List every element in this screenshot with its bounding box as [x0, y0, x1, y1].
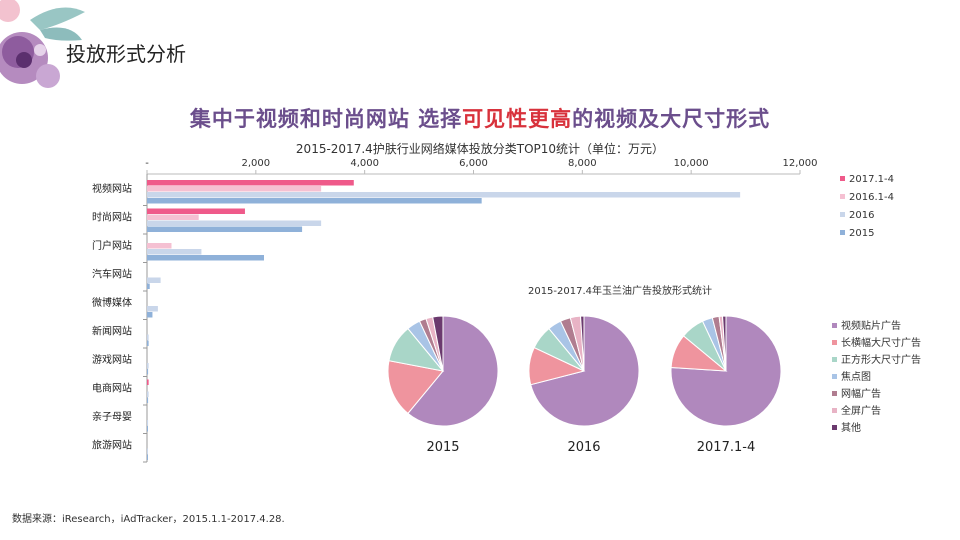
bar-2016 — [147, 192, 741, 198]
pie-legend-label: 长横幅大尺寸广告 — [841, 336, 921, 349]
category-label: 汽车网站 — [92, 268, 132, 281]
pie-label: 2016 — [567, 440, 600, 455]
x-tick-label: 8,000 — [568, 158, 597, 169]
pie-legend-swatch — [832, 374, 837, 379]
x-tick-label: 2,000 — [242, 158, 271, 169]
pie-legend-label: 其他 — [841, 421, 861, 434]
pie-legend-label: 视频贴片广告 — [841, 319, 901, 332]
legend-swatch — [840, 194, 845, 199]
pie-charts: 2015 2016 2017.1-4 视频贴片广告长横幅大尺寸广告正方形大尺寸广告焦点… — [387, 315, 921, 455]
bar-2015 — [147, 283, 150, 289]
bar-2016.1-4 — [147, 186, 322, 192]
pie-chart-title: 2015-2017.4年玉兰油广告投放形式统计 — [527, 286, 713, 297]
bar-2016 — [147, 420, 149, 426]
headline-post: 的视频及大尺寸形式 — [572, 107, 771, 131]
bar-2015 — [147, 369, 149, 375]
bar-2016 — [147, 448, 148, 454]
pie-legend-label: 网幅广告 — [841, 387, 881, 400]
bar-2015 — [147, 255, 264, 261]
legend-label: 2016.1-4 — [849, 192, 894, 203]
bar-2016 — [147, 334, 149, 340]
pie-legend-label: 焦点图 — [841, 370, 871, 383]
legend-swatch — [840, 230, 845, 235]
floral-decoration — [0, 0, 85, 88]
category-label: 微博媒体 — [92, 296, 132, 309]
bar-2017.1-4 — [147, 180, 354, 186]
pie-label: 2017.1-4 — [697, 440, 755, 455]
bar-2016.1-4 — [147, 243, 172, 249]
page-title: 投放形式分析 — [66, 42, 186, 66]
bar-2016 — [147, 277, 161, 283]
pie-slice-视频贴片广告 — [407, 315, 499, 427]
category-label: 旅游网站 — [92, 439, 132, 452]
bar-2017.1-4 — [147, 379, 149, 385]
headline: 集中于视频和时尚网站 选择可见性更高的视频及大尺寸形式 — [0, 103, 960, 133]
legend-label: 2016 — [849, 210, 874, 221]
headline-highlight: 可见性更高 — [462, 107, 573, 131]
legend-label: 2015 — [849, 228, 874, 239]
footnote: 数据来源：iResearch，iAdTracker，2015.1.1-2017.… — [12, 514, 285, 525]
legend-swatch — [840, 212, 845, 217]
x-tick-label: 6,000 — [459, 158, 488, 169]
category-label: 亲子母婴 — [92, 410, 132, 423]
bar-2015 — [147, 397, 149, 403]
pie-slice-其他 — [722, 315, 727, 372]
bar-2016 — [147, 363, 149, 369]
category-label: 游戏网站 — [92, 353, 132, 366]
bar-2017.1-4 — [147, 208, 245, 214]
bar-2016.1-4 — [147, 214, 199, 220]
pie-legend-swatch — [832, 408, 837, 413]
category-label: 门户网站 — [92, 239, 132, 252]
pie-label: 2015 — [426, 440, 459, 455]
bar-2016 — [147, 306, 158, 312]
pie-legend-label: 正方形大尺寸广告 — [841, 353, 921, 366]
bar-2016 — [147, 249, 202, 255]
category-label: 时尚网站 — [92, 211, 132, 224]
bar-2016 — [147, 220, 322, 226]
category-label: 电商网站 — [92, 382, 132, 395]
x-tick-label: 4,000 — [350, 158, 379, 169]
pie-legend-swatch — [832, 340, 837, 345]
x-tick-label: 10,000 — [674, 158, 709, 169]
pie-legend-swatch — [832, 357, 837, 362]
pie-slice-其他 — [580, 315, 585, 372]
pie-legend-swatch — [832, 425, 837, 430]
pie-legend-label: 全屏广告 — [841, 404, 881, 417]
bar-2015 — [147, 312, 153, 318]
x-tick-label: 12,000 — [783, 158, 818, 169]
headline-pre: 集中于视频和时尚网站 选择 — [189, 107, 463, 131]
category-label: 新闻网站 — [92, 325, 132, 338]
legend-label: 2017.1-4 — [849, 174, 894, 185]
category-label: 视频网站 — [92, 182, 132, 195]
bar-2015 — [147, 454, 148, 460]
bar-2015 — [147, 340, 149, 346]
pie-slice-其他 — [432, 315, 444, 372]
pie-slice-长横幅大尺寸广告 — [387, 360, 444, 415]
bar-2016 — [147, 391, 149, 397]
bar-chart-title: 2015-2017.4护肤行业网络媒体投放分类TOP10统计（单位：万元） — [295, 142, 665, 156]
bar-2015 — [147, 426, 148, 432]
pie-legend-swatch — [832, 391, 837, 396]
bar-2015 — [147, 226, 303, 232]
legend-swatch — [840, 176, 845, 181]
x-tick-label: - — [145, 158, 149, 169]
bar-chart: - 2,000 4,000 6,000 8,000 10,000 12,000 视频网站时尚网… — [92, 158, 894, 463]
pie-legend-swatch — [832, 323, 837, 328]
bar-2015 — [147, 198, 482, 204]
